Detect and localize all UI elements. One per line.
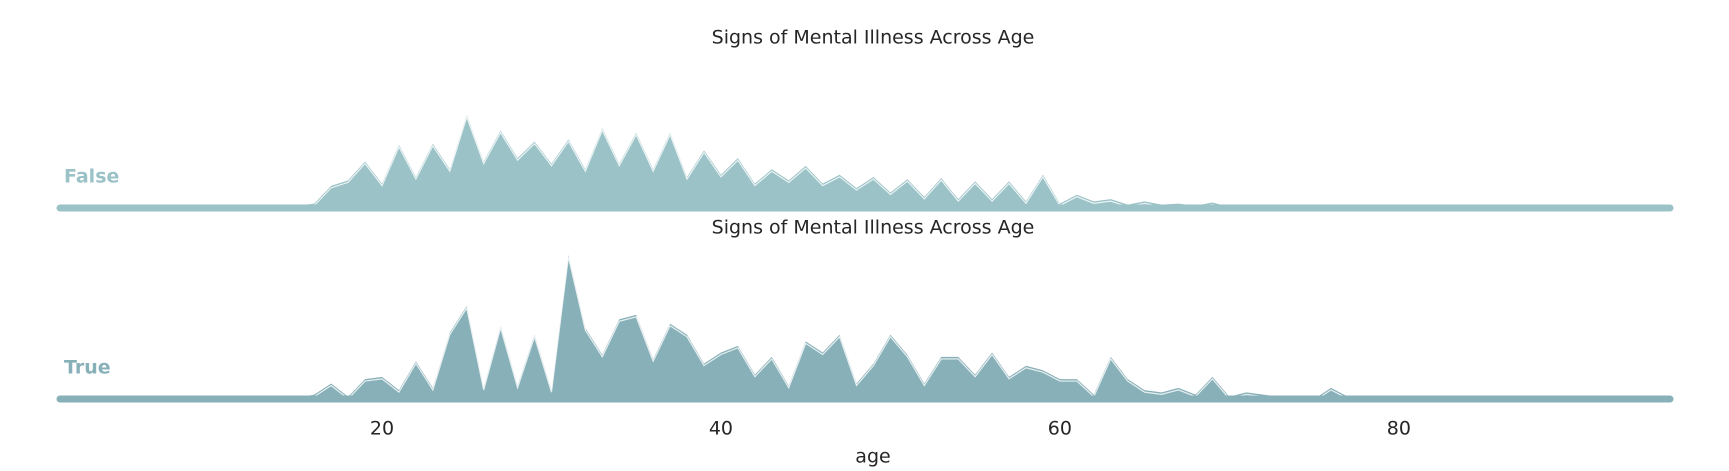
row-label: False <box>64 166 119 188</box>
x-axis-label: age <box>855 446 890 468</box>
density-area <box>280 255 1365 399</box>
x-tick-label: 40 <box>709 418 733 440</box>
density-area <box>280 115 1365 208</box>
row-label: True <box>64 357 111 379</box>
facet-title: Signs of Mental Illness Across Age <box>712 217 1035 239</box>
density-outline <box>280 256 1366 402</box>
x-tick-label: 60 <box>1048 418 1072 440</box>
facet-title: Signs of Mental Illness Across Age <box>712 27 1035 49</box>
x-tick-label: 20 <box>370 418 394 440</box>
x-tick-label: 80 <box>1387 418 1411 440</box>
